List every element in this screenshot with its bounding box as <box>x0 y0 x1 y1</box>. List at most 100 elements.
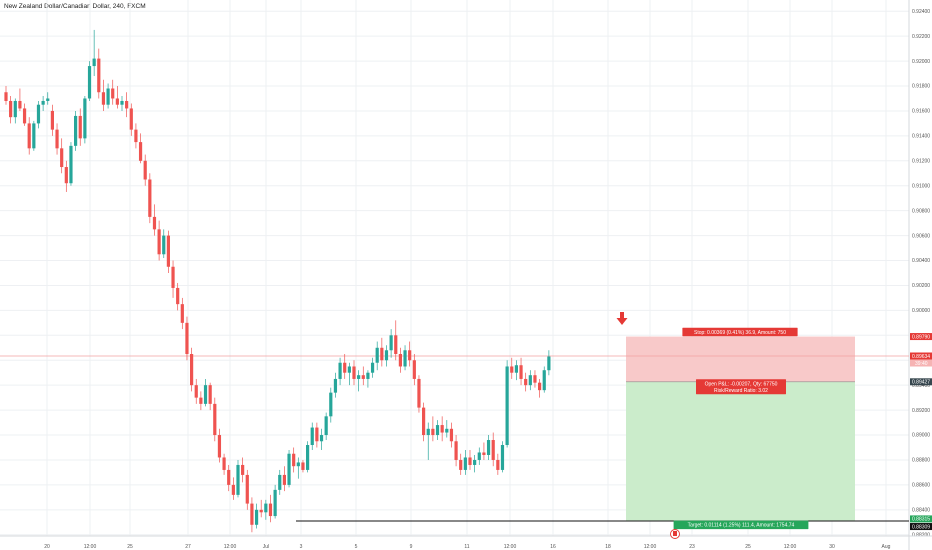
candle-body <box>296 462 300 467</box>
candle-body <box>101 92 106 105</box>
time-tick-label: 27 <box>185 544 191 550</box>
candle-body <box>203 385 208 404</box>
candle-body <box>106 88 110 105</box>
candle-body <box>431 428 435 436</box>
candle-body <box>92 58 96 67</box>
candle-body <box>18 100 22 109</box>
target-label-text: Target: 0.01114 (1.25%) 111.4, Amount: 1… <box>688 523 795 529</box>
candle-body <box>375 347 379 363</box>
price-tick-label: 0.88600 <box>912 483 930 489</box>
candle-body <box>60 148 64 168</box>
candle-body <box>55 129 59 149</box>
candle-body <box>384 350 389 361</box>
stop-price-tag-text: 0.89790 <box>912 334 930 340</box>
candle-body <box>301 462 305 470</box>
candle-body <box>22 108 27 124</box>
candle-body <box>171 266 175 288</box>
candle-body <box>394 335 398 355</box>
price-tick-label: 0.88200 <box>912 532 930 538</box>
stop-label-box <box>682 327 798 337</box>
candle-body <box>143 160 147 180</box>
candle-body <box>36 104 41 124</box>
candle-body <box>41 100 45 105</box>
target-price-tag-text: 0.88315 <box>912 517 930 523</box>
candle-body <box>278 474 282 490</box>
candle-body <box>361 375 365 379</box>
candle-body <box>343 362 347 373</box>
stop-price-tag-box <box>910 333 932 341</box>
pnl-label-text: Open P&L: -0.00207, Qty: 67750 <box>705 381 778 387</box>
candle-body <box>166 235 170 267</box>
candle-body <box>227 469 231 485</box>
candle-body <box>32 123 36 149</box>
price-tick-label: 0.92200 <box>912 34 930 40</box>
candle-body <box>236 464 240 495</box>
time-tick-label: 18 <box>605 544 611 550</box>
entry-price-tag-text: 0.89427 <box>912 380 930 386</box>
candle-body <box>268 503 273 517</box>
candle-body <box>152 216 157 230</box>
candle-body <box>282 474 286 485</box>
candle-body <box>329 392 333 417</box>
down-arrow-icon <box>616 312 628 325</box>
time-tick-label: 25 <box>127 544 133 550</box>
price-tick-label: 0.89200 <box>912 408 930 414</box>
price-tick-label: 0.92000 <box>912 59 930 65</box>
candle-body <box>162 235 166 255</box>
candle-body <box>422 407 426 436</box>
candle-body <box>259 509 263 513</box>
candle-body <box>9 100 13 118</box>
event-badge-flag <box>673 531 677 536</box>
candle-body <box>477 452 481 460</box>
candle-body <box>87 66 92 99</box>
candle-body <box>315 427 319 442</box>
candle-body <box>542 370 546 391</box>
candle-body <box>111 88 115 99</box>
symbol-title: New Zealand Dollar/Canadian Dollar, 240,… <box>4 3 146 10</box>
time-tick-label: 11 <box>464 544 469 550</box>
candle-body <box>324 416 328 436</box>
candle-body <box>254 509 259 525</box>
candle-body <box>408 350 412 361</box>
candle-body <box>403 350 407 367</box>
time-tick-label: 12:00 <box>644 544 657 550</box>
candle-body <box>412 360 416 379</box>
candle-body <box>50 110 54 130</box>
candle-body <box>366 372 370 379</box>
candle-body <box>190 354 194 386</box>
price-tick-label: 0.92400 <box>912 9 930 15</box>
candle-body <box>500 445 505 470</box>
price-tick-label: 0.91800 <box>912 84 930 90</box>
candle-body <box>528 375 532 386</box>
time-tick-label: Jul <box>263 544 269 550</box>
candle-body <box>194 385 198 398</box>
pnl-label-text: Risk/Reward Ratio: 3.02 <box>714 388 768 394</box>
price-tick-label: 0.91000 <box>912 183 930 189</box>
candle-body <box>524 378 528 386</box>
candle-body <box>83 98 87 139</box>
candle-body <box>505 366 509 446</box>
candle-body <box>426 428 430 436</box>
candle-body <box>180 304 184 323</box>
time-tick-label: 12:00 <box>224 544 237 550</box>
candle-body <box>120 100 124 105</box>
candle-body <box>338 362 342 379</box>
candle-body <box>310 427 314 446</box>
countdown-tag-box <box>910 359 932 367</box>
pnl-label-box <box>696 379 786 395</box>
candle-body <box>347 366 351 373</box>
price-tick-label: 0.90400 <box>912 258 930 264</box>
candle-body <box>97 58 101 93</box>
candle-body <box>496 459 500 470</box>
candle-body <box>27 123 31 149</box>
price-tick-label: 0.91600 <box>912 109 930 115</box>
candle-body <box>157 229 161 255</box>
candle-body <box>473 459 477 465</box>
current-price-tag-box <box>910 352 932 360</box>
candle-body <box>176 287 180 305</box>
countdown-tag-text: 39:40 <box>915 361 928 367</box>
candle-body <box>417 378 421 408</box>
time-tick-label: Aug <box>882 544 891 550</box>
candle-body <box>250 503 254 525</box>
